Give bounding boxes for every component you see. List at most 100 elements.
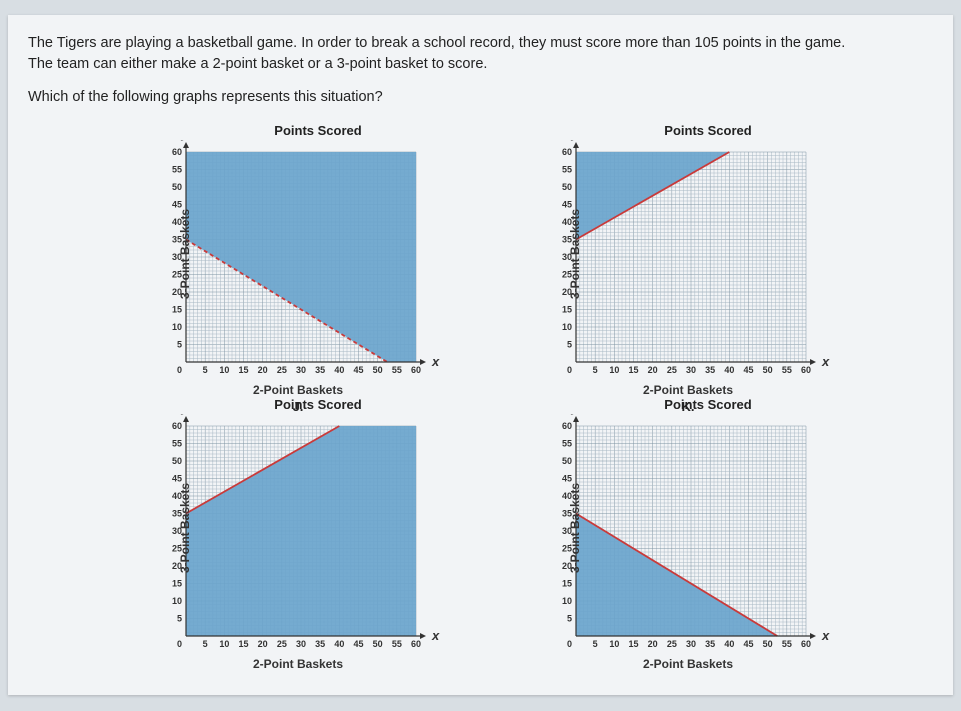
svg-text:20: 20	[648, 639, 658, 649]
svg-text:60: 60	[172, 421, 182, 431]
svg-text:5: 5	[177, 340, 182, 350]
chart-L[interactable]: Points Scored 3-Point Baskets 5510101515…	[148, 397, 448, 659]
svg-text:55: 55	[172, 439, 182, 449]
svg-text:35: 35	[315, 639, 325, 649]
svg-text:10: 10	[219, 639, 229, 649]
svg-text:25: 25	[277, 639, 287, 649]
svg-text:40: 40	[334, 639, 344, 649]
svg-text:60: 60	[801, 365, 811, 375]
svg-text:55: 55	[782, 639, 792, 649]
svg-text:55: 55	[392, 365, 402, 375]
svg-text:10: 10	[172, 596, 182, 606]
chart-J[interactable]: Points Scored 3-Point Baskets 5510101515…	[148, 123, 448, 385]
svg-text:60: 60	[562, 421, 572, 431]
svg-text:0: 0	[177, 639, 182, 649]
svg-text:5: 5	[177, 614, 182, 624]
svg-text:10: 10	[609, 365, 619, 375]
svg-text:50: 50	[562, 456, 572, 466]
y-axis-label: 3-Point Baskets	[178, 209, 192, 299]
svg-text:x: x	[821, 628, 830, 643]
chart-title: Points Scored	[578, 397, 838, 412]
svg-text:15: 15	[172, 305, 182, 315]
worksheet-page: The Tigers are playing a basketball game…	[8, 15, 953, 695]
svg-text:x: x	[431, 628, 440, 643]
svg-text:30: 30	[686, 365, 696, 375]
svg-text:15: 15	[628, 365, 638, 375]
svg-text:40: 40	[724, 639, 734, 649]
svg-text:55: 55	[562, 439, 572, 449]
question-line1: The Tigers are playing a basketball game…	[28, 35, 845, 51]
svg-text:55: 55	[782, 365, 792, 375]
svg-text:10: 10	[562, 322, 572, 332]
svg-text:35: 35	[705, 365, 715, 375]
svg-text:60: 60	[562, 147, 572, 157]
svg-text:5: 5	[567, 340, 572, 350]
svg-text:30: 30	[686, 639, 696, 649]
svg-text:5: 5	[203, 639, 208, 649]
svg-text:15: 15	[562, 305, 572, 315]
svg-text:20: 20	[648, 365, 658, 375]
svg-text:10: 10	[562, 596, 572, 606]
svg-text:x: x	[821, 354, 830, 369]
svg-text:25: 25	[277, 365, 287, 375]
question-prompt: Which of the following graphs represents…	[28, 89, 933, 105]
svg-text:15: 15	[238, 365, 248, 375]
svg-text:55: 55	[562, 165, 572, 175]
x-axis-label: 2-Point Baskets	[148, 383, 448, 397]
svg-text:5: 5	[567, 614, 572, 624]
question-line2: The team can either make a 2-point baske…	[28, 56, 487, 72]
svg-text:20: 20	[258, 639, 268, 649]
svg-text:50: 50	[172, 456, 182, 466]
svg-text:0: 0	[567, 639, 572, 649]
svg-text:x: x	[431, 354, 440, 369]
svg-text:0: 0	[567, 365, 572, 375]
chart-svg: 5510101515202025253030353540404545505055…	[538, 414, 838, 654]
svg-text:40: 40	[724, 365, 734, 375]
svg-text:20: 20	[258, 365, 268, 375]
y-axis-label: 3-Point Baskets	[568, 483, 582, 573]
svg-text:10: 10	[609, 639, 619, 649]
x-axis-label: 2-Point Baskets	[538, 383, 838, 397]
svg-text:35: 35	[315, 365, 325, 375]
svg-text:5: 5	[593, 365, 598, 375]
svg-text:50: 50	[373, 365, 383, 375]
chart-svg: 5510101515202025253030353540404545505055…	[538, 140, 838, 380]
svg-text:5: 5	[203, 365, 208, 375]
y-axis-label: 3-Point Baskets	[178, 483, 192, 573]
chart-title: Points Scored	[188, 123, 448, 138]
svg-text:30: 30	[296, 639, 306, 649]
options-grid: Points Scored 3-Point Baskets 5510101515…	[148, 123, 868, 659]
svg-text:5: 5	[593, 639, 598, 649]
svg-text:60: 60	[411, 639, 421, 649]
svg-text:0: 0	[177, 365, 182, 375]
svg-text:50: 50	[562, 182, 572, 192]
svg-text:55: 55	[172, 165, 182, 175]
chart-title: Points Scored	[578, 123, 838, 138]
svg-text:15: 15	[238, 639, 248, 649]
question-context: The Tigers are playing a basketball game…	[28, 33, 933, 75]
svg-text:45: 45	[743, 639, 753, 649]
svg-text:15: 15	[172, 579, 182, 589]
svg-text:30: 30	[296, 365, 306, 375]
svg-text:10: 10	[172, 322, 182, 332]
svg-text:15: 15	[628, 639, 638, 649]
svg-text:45: 45	[353, 365, 363, 375]
y-axis-label: 3-Point Baskets	[568, 209, 582, 299]
x-axis-label: 2-Point Baskets	[148, 657, 448, 671]
svg-text:15: 15	[562, 579, 572, 589]
svg-text:40: 40	[334, 365, 344, 375]
chart-svg: 5510101515202025253030353540404545505055…	[148, 140, 448, 380]
svg-text:10: 10	[219, 365, 229, 375]
svg-text:60: 60	[801, 639, 811, 649]
svg-text:60: 60	[411, 365, 421, 375]
svg-text:55: 55	[392, 639, 402, 649]
svg-text:y: y	[180, 414, 189, 415]
svg-text:45: 45	[353, 639, 363, 649]
svg-text:50: 50	[763, 365, 773, 375]
svg-text:60: 60	[172, 147, 182, 157]
chart-M[interactable]: Points Scored 3-Point Baskets 5510101515…	[538, 397, 838, 659]
chart-svg: 5510101515202025253030353540404545505055…	[148, 414, 448, 654]
svg-text:50: 50	[172, 182, 182, 192]
chart-K[interactable]: Points Scored 3-Point Baskets 5510101515…	[538, 123, 838, 385]
chart-title: Points Scored	[188, 397, 448, 412]
